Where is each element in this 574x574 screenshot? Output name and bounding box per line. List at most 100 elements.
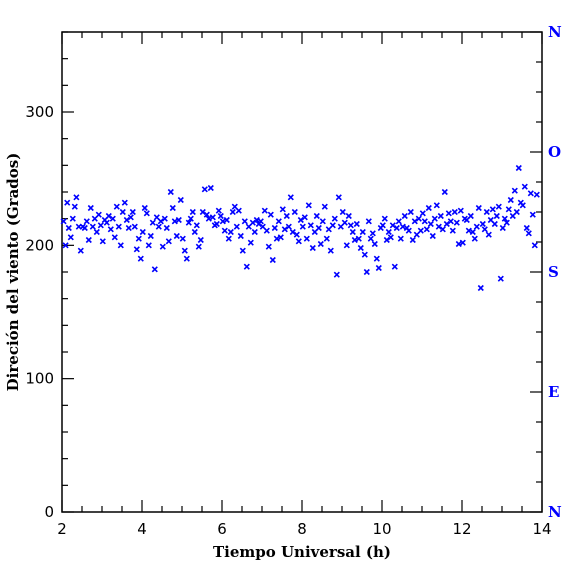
data-point — [229, 208, 236, 216]
data-point — [293, 231, 300, 238]
data-point — [273, 235, 280, 242]
x-tick-label: 2 — [57, 520, 67, 538]
data-point — [343, 242, 350, 249]
data-point — [375, 264, 382, 272]
x-tick-label: 14 — [532, 520, 551, 538]
data-point — [315, 224, 322, 232]
data-point — [409, 236, 416, 244]
data-point — [407, 208, 414, 216]
data-point — [251, 228, 258, 236]
data-point — [317, 240, 324, 248]
data-point — [105, 212, 112, 220]
data-point — [209, 214, 216, 221]
data-point — [241, 218, 248, 225]
data-point — [89, 223, 96, 230]
data-point — [289, 228, 296, 236]
y-tick-label: 200 — [25, 236, 54, 254]
data-point — [171, 218, 178, 225]
data-point — [151, 266, 158, 273]
compass-labels: N E S O N — [548, 23, 562, 521]
data-point — [147, 232, 154, 240]
y-axis-title: Direción del viento (Grados) — [4, 153, 22, 392]
data-point — [359, 228, 366, 236]
data-point — [237, 232, 244, 240]
data-point — [281, 226, 288, 233]
data-point — [329, 222, 336, 229]
y-tick-label: 100 — [25, 370, 54, 388]
data-point — [531, 242, 538, 249]
data-point — [115, 223, 122, 230]
data-point — [431, 215, 438, 222]
data-point — [533, 191, 540, 198]
data-point — [223, 216, 230, 224]
data-point — [397, 235, 404, 242]
data-point — [373, 255, 380, 262]
data-point — [525, 230, 532, 237]
data-point — [433, 202, 440, 209]
data-point — [303, 235, 310, 242]
data-point — [341, 219, 348, 226]
compass-label: O — [548, 143, 561, 161]
data-point — [435, 223, 442, 230]
data-point — [415, 215, 422, 222]
compass-label: N — [548, 503, 562, 521]
data-point — [235, 207, 242, 214]
data-point — [327, 247, 334, 254]
data-point — [427, 220, 434, 228]
data-point — [179, 235, 186, 242]
data-point — [423, 226, 430, 233]
x-tick-label: 12 — [452, 520, 471, 538]
data-point — [149, 219, 156, 226]
data-point — [215, 207, 222, 214]
data-point — [485, 231, 492, 238]
data-point — [473, 223, 480, 230]
data-point — [501, 215, 508, 222]
data-point — [109, 215, 116, 222]
data-point — [451, 208, 458, 216]
data-point — [67, 234, 74, 241]
data-point — [495, 203, 502, 210]
data-point — [87, 204, 94, 212]
data-point — [62, 242, 69, 249]
data-point — [445, 210, 452, 217]
compass-label: S — [548, 263, 559, 281]
data-point — [191, 228, 198, 236]
data-point — [133, 246, 140, 253]
data-point — [85, 236, 92, 244]
data-point — [157, 218, 164, 225]
data-point — [243, 263, 250, 270]
data-point — [439, 226, 446, 233]
data-point — [123, 216, 130, 224]
data-point — [471, 235, 478, 242]
data-point — [401, 212, 408, 220]
data-point — [275, 218, 282, 225]
data-point — [131, 223, 138, 230]
x-tick-label: 8 — [297, 520, 307, 538]
data-point — [455, 240, 462, 248]
data-point — [301, 214, 308, 221]
data-point — [489, 206, 496, 213]
data-point — [139, 228, 146, 236]
data-point — [453, 219, 460, 226]
data-point — [71, 203, 78, 210]
data-point — [323, 235, 330, 242]
data-point — [249, 219, 256, 226]
data-point — [283, 212, 290, 220]
data-point — [307, 222, 314, 229]
data-point — [479, 220, 486, 228]
plot-frame — [61, 31, 543, 513]
y-tick-labels: 0 100 200 300 — [25, 103, 54, 521]
data-point — [181, 247, 188, 254]
data-point — [291, 208, 298, 216]
data-point — [511, 187, 518, 194]
data-point — [521, 183, 528, 190]
data-point — [159, 243, 166, 250]
data-point — [475, 204, 482, 212]
x-tick-label: 6 — [217, 520, 227, 538]
data-point — [113, 203, 120, 210]
data-point — [287, 194, 294, 201]
data-point — [271, 224, 278, 232]
data-point — [353, 220, 360, 228]
data-point — [297, 216, 304, 224]
